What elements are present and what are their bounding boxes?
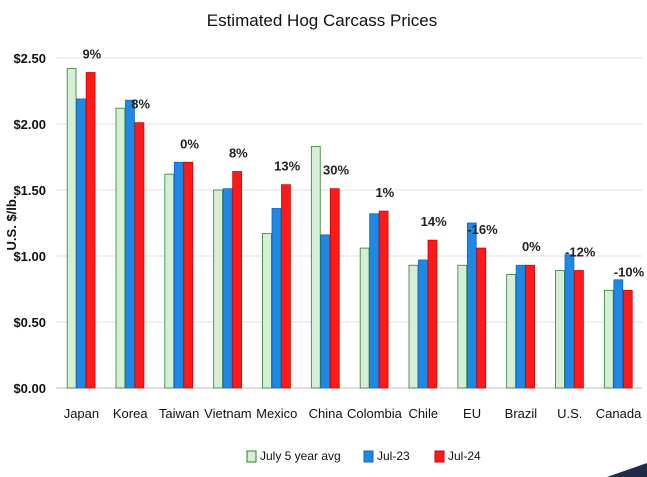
legend: July 5 year avg Jul-23 Jul-24 — [246, 449, 481, 463]
x-tick-label: Korea — [113, 406, 148, 421]
x-tick-label: Colombia — [347, 406, 403, 421]
bar-five-year-avg — [555, 270, 565, 389]
bar-five-year-avg — [506, 274, 516, 389]
bar-jul-24 — [281, 184, 291, 389]
bar-jul-24 — [378, 210, 389, 389]
bar-jul-24 — [525, 264, 535, 389]
bar-five-year-avg — [66, 68, 77, 389]
bar-jul-23 — [564, 254, 575, 389]
y-axis-label: U.S. $/lb. — [4, 196, 19, 251]
bar-jul-23 — [613, 279, 624, 389]
x-tick-label: Canada — [596, 406, 642, 421]
corner-decoration — [607, 463, 647, 477]
pct-change-label: 30% — [323, 163, 349, 178]
legend-swatch — [434, 450, 445, 463]
bar-five-year-avg — [457, 264, 468, 389]
x-tick-label: Brazil — [505, 406, 538, 421]
pct-change-label: -10% — [614, 264, 645, 279]
pct-change-label: 8% — [229, 146, 248, 161]
y-tick-label: $0.00 — [13, 381, 46, 396]
x-tick-label: Mexico — [256, 406, 297, 421]
bar-five-year-avg — [408, 264, 419, 389]
bar-jul-23 — [173, 161, 184, 389]
x-tick-label: Japan — [64, 406, 99, 421]
bar-five-year-avg — [115, 107, 126, 389]
bar-jul-24 — [476, 247, 487, 389]
pct-change-label: 14% — [421, 214, 447, 229]
pct-change-label: 8% — [131, 97, 150, 112]
x-tick-label: Chile — [408, 406, 438, 421]
bar-jul-24 — [574, 270, 584, 389]
bar-five-year-avg — [164, 173, 175, 389]
bar-jul-23 — [271, 208, 282, 389]
bar-jul-24 — [183, 161, 194, 389]
bar-five-year-avg — [310, 146, 321, 389]
legend-swatch — [363, 450, 374, 463]
bar-jul-23 — [125, 99, 135, 389]
bar-jul-24 — [329, 188, 340, 389]
bar-jul-24 — [232, 171, 242, 389]
bar-jul-24 — [134, 122, 145, 389]
legend-swatch — [246, 450, 257, 463]
bar-five-year-avg — [213, 189, 223, 389]
pct-change-label: -12% — [565, 245, 596, 260]
annotations: 9% 8% 0% 8% 13% 30% 1% 14% -16% 0% -12% -10% — [82, 47, 644, 280]
x-tick-label: EU — [463, 406, 481, 421]
bar-five-year-avg — [262, 233, 272, 389]
gridlines — [56, 57, 642, 389]
pct-change-label: 9% — [82, 47, 101, 62]
chart-title: Estimated Hog Carcass Prices — [207, 11, 438, 30]
y-tick-label: $0.50 — [13, 315, 46, 330]
bar-jul-23 — [466, 222, 477, 389]
bar-jul-23 — [515, 264, 526, 389]
pct-change-label: 0% — [180, 136, 199, 151]
legend-label: July 5 year avg — [260, 449, 341, 463]
pct-change-label: 13% — [274, 159, 300, 174]
y-tick-label: $2.50 — [13, 51, 46, 66]
bar-jul-23 — [418, 259, 428, 389]
x-tick-label: U.S. — [557, 406, 582, 421]
bar-five-year-avg — [359, 247, 370, 389]
x-tick-label: Taiwan — [159, 406, 199, 421]
legend-label: Jul-23 — [377, 449, 410, 463]
bars — [66, 68, 633, 389]
x-axis-ticks: Japan Korea Taiwan Vietnam Mexico China Colomb… — [64, 406, 642, 421]
bar-jul-24 — [427, 239, 438, 389]
x-tick-label: Vietnam — [204, 406, 251, 421]
bar-jul-24 — [622, 289, 633, 389]
bar-jul-23 — [369, 213, 379, 389]
bar-jul-23 — [76, 98, 86, 389]
x-tick-label: China — [309, 406, 344, 421]
y-tick-label: $1.50 — [13, 183, 46, 198]
legend-label: Jul-24 — [448, 449, 481, 463]
bar-five-year-avg — [603, 289, 614, 389]
y-tick-label: $2.00 — [13, 117, 46, 132]
pct-change-label: 0% — [522, 239, 541, 254]
bar-jul-24 — [85, 72, 96, 389]
bar-jul-23 — [222, 188, 233, 389]
bar-jul-23 — [320, 234, 331, 389]
pct-change-label: -16% — [467, 222, 498, 237]
y-tick-label: $1.00 — [13, 249, 46, 264]
pct-change-label: 1% — [375, 185, 394, 200]
y-axis-ticks: $0.00 $0.50 $1.00 $1.50 $2.00 $2.50 — [13, 51, 46, 396]
